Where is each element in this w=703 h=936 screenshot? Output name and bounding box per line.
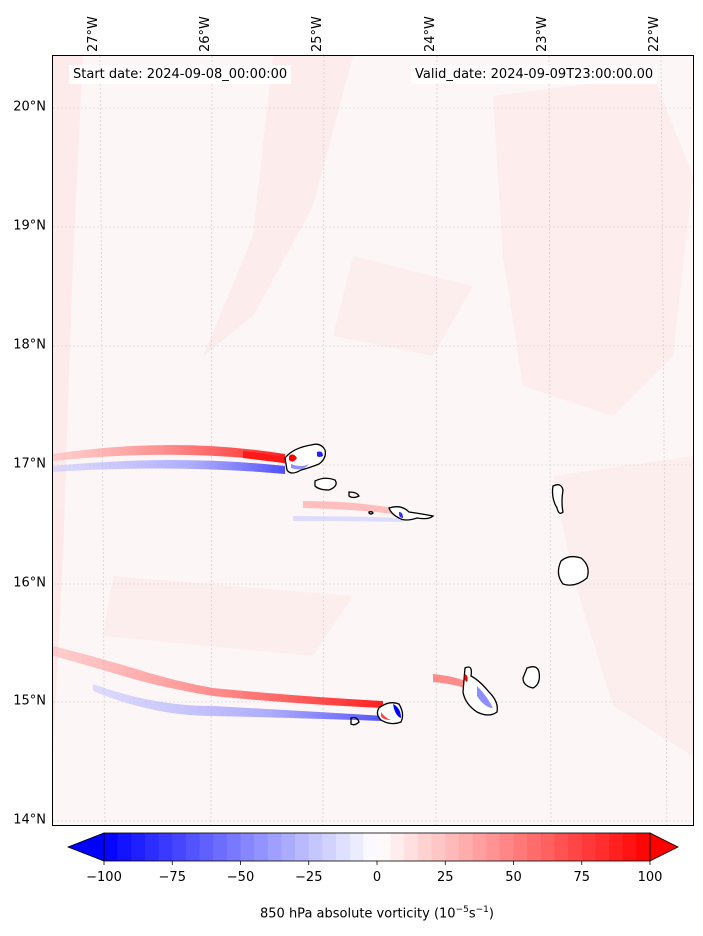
colorbar-tick: 75 bbox=[573, 870, 591, 885]
colorbar-tick: 50 bbox=[505, 870, 522, 885]
colorbar-segment bbox=[417, 833, 433, 861]
colorbar-segment bbox=[540, 833, 555, 861]
southern-wake-streaks bbox=[53, 646, 465, 721]
colorbar-tickmarks bbox=[103, 861, 651, 865]
island-sao-vicente bbox=[314, 477, 337, 491]
map-frame: Start date: 2024-09-08_00:00:00 Valid_da… bbox=[52, 55, 694, 826]
colorbar-segment bbox=[336, 833, 351, 861]
northern-wake-streaks bbox=[53, 445, 403, 522]
colorbar-segment bbox=[172, 833, 187, 861]
lat-label-19n: 19°N bbox=[13, 218, 46, 234]
colorbar-segment bbox=[622, 833, 637, 861]
lon-label-23w: 23°W bbox=[535, 16, 550, 52]
colorbar-tick: −50 bbox=[226, 870, 255, 885]
lon-label-25w: 25°W bbox=[310, 16, 325, 52]
colorbar-segment bbox=[527, 833, 542, 861]
colorbar-segment bbox=[254, 833, 269, 861]
gridlines bbox=[53, 56, 693, 825]
colorbar-segment bbox=[499, 833, 514, 861]
colorbar-segment bbox=[636, 833, 651, 861]
colorbar-segment bbox=[213, 833, 228, 861]
background-vorticity-patches bbox=[53, 56, 693, 756]
island-maio bbox=[522, 666, 541, 689]
colorbar-segment bbox=[349, 833, 364, 861]
colorbar-tick: 25 bbox=[436, 870, 454, 885]
colorbar-segment bbox=[199, 833, 214, 861]
lat-label-15n: 15°N bbox=[13, 693, 46, 709]
lat-label-20n: 20°N bbox=[13, 99, 46, 115]
colorbar-segment bbox=[144, 833, 160, 861]
lat-label-14n: 14°N bbox=[13, 812, 46, 828]
valid-date-label: Valid_date: 2024-09-09T23:00:00.00 bbox=[411, 65, 658, 84]
colorbar-segment bbox=[185, 833, 201, 861]
colorbar-segment bbox=[131, 833, 146, 861]
colorbar-label: 850 hPa absolute vorticity (10−5s−1) bbox=[260, 905, 494, 922]
colorbar-segment bbox=[226, 833, 241, 861]
lat-label-16n: 16°N bbox=[13, 575, 46, 591]
island-ilheu bbox=[368, 511, 374, 515]
island-sal bbox=[551, 484, 564, 514]
colorbar-segment bbox=[295, 833, 310, 861]
colorbar-segment bbox=[404, 833, 419, 861]
colorbar-segment bbox=[445, 833, 460, 861]
colorbar-segment bbox=[595, 833, 610, 861]
colorbar-segment bbox=[267, 833, 282, 861]
colorbar-tick: 100 bbox=[637, 870, 663, 885]
colorbar-segment bbox=[308, 833, 323, 861]
colorbar-extend-low bbox=[66, 832, 105, 862]
colorbar-segment bbox=[390, 833, 405, 861]
colorbar-tick: −100 bbox=[86, 870, 122, 885]
lat-label-17n: 17°N bbox=[13, 456, 46, 472]
colorbar-segment bbox=[431, 833, 446, 861]
island-boa-vista bbox=[557, 555, 589, 586]
colorbar-segment bbox=[609, 833, 624, 861]
start-date-label: Start date: 2024-09-08_00:00:00 bbox=[69, 65, 292, 84]
colorbar-segment bbox=[513, 833, 528, 861]
colorbar-tick: −25 bbox=[295, 870, 323, 885]
colorbar-segment bbox=[554, 833, 569, 861]
lon-label-26w: 26°W bbox=[198, 16, 213, 52]
colorbar-segment bbox=[472, 833, 487, 861]
colorbar-segments bbox=[104, 833, 651, 861]
island-santa-luzia bbox=[348, 491, 360, 499]
colorbar-segment bbox=[104, 833, 119, 861]
lat-label-18n: 18°N bbox=[13, 337, 46, 353]
colorbar-extend-high bbox=[649, 832, 679, 862]
colorbar-segment bbox=[240, 833, 255, 861]
colorbar-segment bbox=[568, 833, 583, 861]
colorbar-segment bbox=[281, 833, 296, 861]
colorbar bbox=[66, 832, 679, 865]
lon-label-24w: 24°W bbox=[423, 16, 438, 52]
lon-label-27w: 27°W bbox=[86, 16, 101, 52]
island-brava bbox=[350, 716, 360, 726]
lon-label-22w: 22°W bbox=[647, 16, 662, 52]
vorticity-map bbox=[53, 56, 693, 825]
colorbar-tick: −75 bbox=[158, 870, 186, 885]
colorbar-segment bbox=[158, 833, 173, 861]
colorbar-segment bbox=[322, 833, 337, 861]
island-dipoles bbox=[289, 451, 493, 720]
colorbar-tick: 0 bbox=[372, 870, 382, 885]
colorbar-segment bbox=[581, 833, 596, 861]
colorbar-segment bbox=[486, 833, 501, 861]
colorbar-segment bbox=[117, 833, 132, 861]
colorbar-segment bbox=[363, 833, 378, 861]
colorbar-segment bbox=[377, 833, 392, 861]
colorbar-segment bbox=[458, 833, 474, 861]
